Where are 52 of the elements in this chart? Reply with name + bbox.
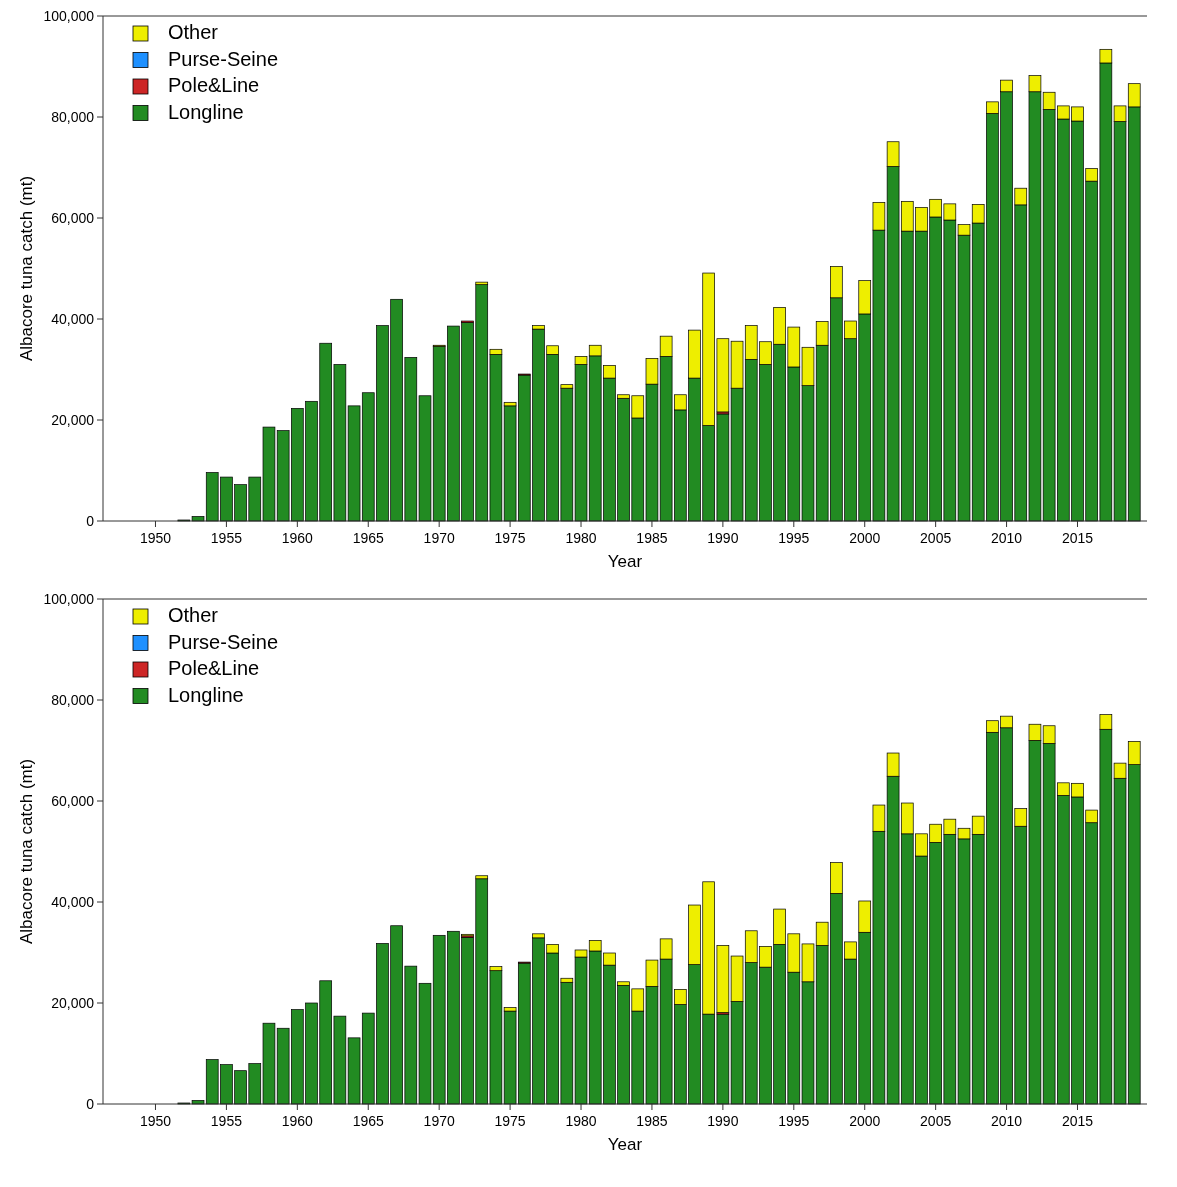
x-tick-label: 1965 xyxy=(352,530,385,546)
x-tick-label: 2010 xyxy=(990,530,1023,546)
y-tick-label: 60,000 xyxy=(51,793,95,809)
x-tick-label: 1960 xyxy=(281,1113,314,1129)
legend-label: Other xyxy=(168,21,219,43)
x-tick-label: 2010 xyxy=(990,1113,1023,1129)
x-tick-label: 1955 xyxy=(210,530,243,546)
y-tick-label: 40,000 xyxy=(51,311,95,327)
x-tick-label: 1970 xyxy=(423,530,455,546)
legend-label: Purse-Seine xyxy=(168,630,279,653)
x-tick-label: 1985 xyxy=(636,530,668,546)
y-axis-title: Albacore tuna catch (mt) xyxy=(17,758,36,945)
y-tick-label: 60,000 xyxy=(51,210,95,226)
y-tick-label: 20,000 xyxy=(51,995,95,1011)
y-tick-label: 100,000 xyxy=(43,591,95,607)
x-tick-label: 2005 xyxy=(920,530,952,546)
x-tick-label: 2000 xyxy=(849,530,881,546)
y-tick-label: 100,000 xyxy=(43,8,95,24)
y-tick-label: 0 xyxy=(86,513,95,529)
x-tick-label: 1970 xyxy=(423,1113,455,1129)
x-tick-label: 1965 xyxy=(352,1113,385,1129)
x-axis-title: Year xyxy=(607,1135,643,1154)
x-tick-label: 1980 xyxy=(565,530,597,546)
y-tick-label: 80,000 xyxy=(51,109,95,125)
x-tick-label: 1950 xyxy=(139,1113,172,1129)
y-tick-label: 80,000 xyxy=(51,692,95,708)
legend-label: Pole&Line xyxy=(168,74,260,96)
x-tick-label: 1990 xyxy=(707,530,739,546)
x-axis-title: Year xyxy=(607,552,643,571)
y-tick-label: 40,000 xyxy=(51,894,95,910)
legend-label: Purse-Seine xyxy=(168,47,279,70)
x-tick-label: 1955 xyxy=(210,1113,243,1129)
x-tick-label: 1995 xyxy=(778,1113,810,1129)
y-tick-label: 20,000 xyxy=(51,412,95,428)
x-tick-label: 1990 xyxy=(707,1113,739,1129)
x-tick-label: 2015 xyxy=(1061,1113,1094,1129)
y-tick-label: 0 xyxy=(86,1096,95,1112)
x-tick-label: 2000 xyxy=(849,1113,881,1129)
x-tick-label: 1980 xyxy=(565,1113,597,1129)
x-tick-label: 2015 xyxy=(1061,530,1094,546)
legend-label: Longline xyxy=(168,100,244,123)
x-tick-label: 1950 xyxy=(139,530,172,546)
x-tick-label: 1975 xyxy=(494,1113,526,1129)
x-tick-label: 1960 xyxy=(281,530,314,546)
legend-label: Longline xyxy=(168,683,244,706)
legend-label: Other xyxy=(168,604,219,626)
legend-label: Pole&Line xyxy=(168,657,260,679)
y-axis-title: Albacore tuna catch (mt) xyxy=(17,175,36,362)
x-tick-label: 2005 xyxy=(920,1113,952,1129)
x-tick-label: 1985 xyxy=(636,1113,668,1129)
x-tick-label: 1995 xyxy=(778,530,810,546)
x-tick-label: 1975 xyxy=(494,530,526,546)
